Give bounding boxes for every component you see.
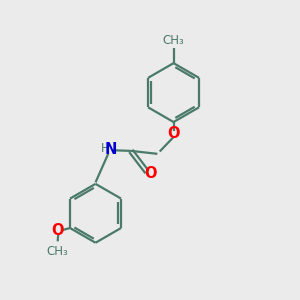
Text: O: O [167, 126, 180, 141]
Text: O: O [144, 166, 157, 181]
Text: CH₃: CH₃ [163, 34, 184, 46]
Text: N: N [105, 142, 117, 157]
Text: CH₃: CH₃ [47, 245, 68, 258]
Text: H: H [101, 142, 110, 155]
Text: O: O [51, 223, 64, 238]
